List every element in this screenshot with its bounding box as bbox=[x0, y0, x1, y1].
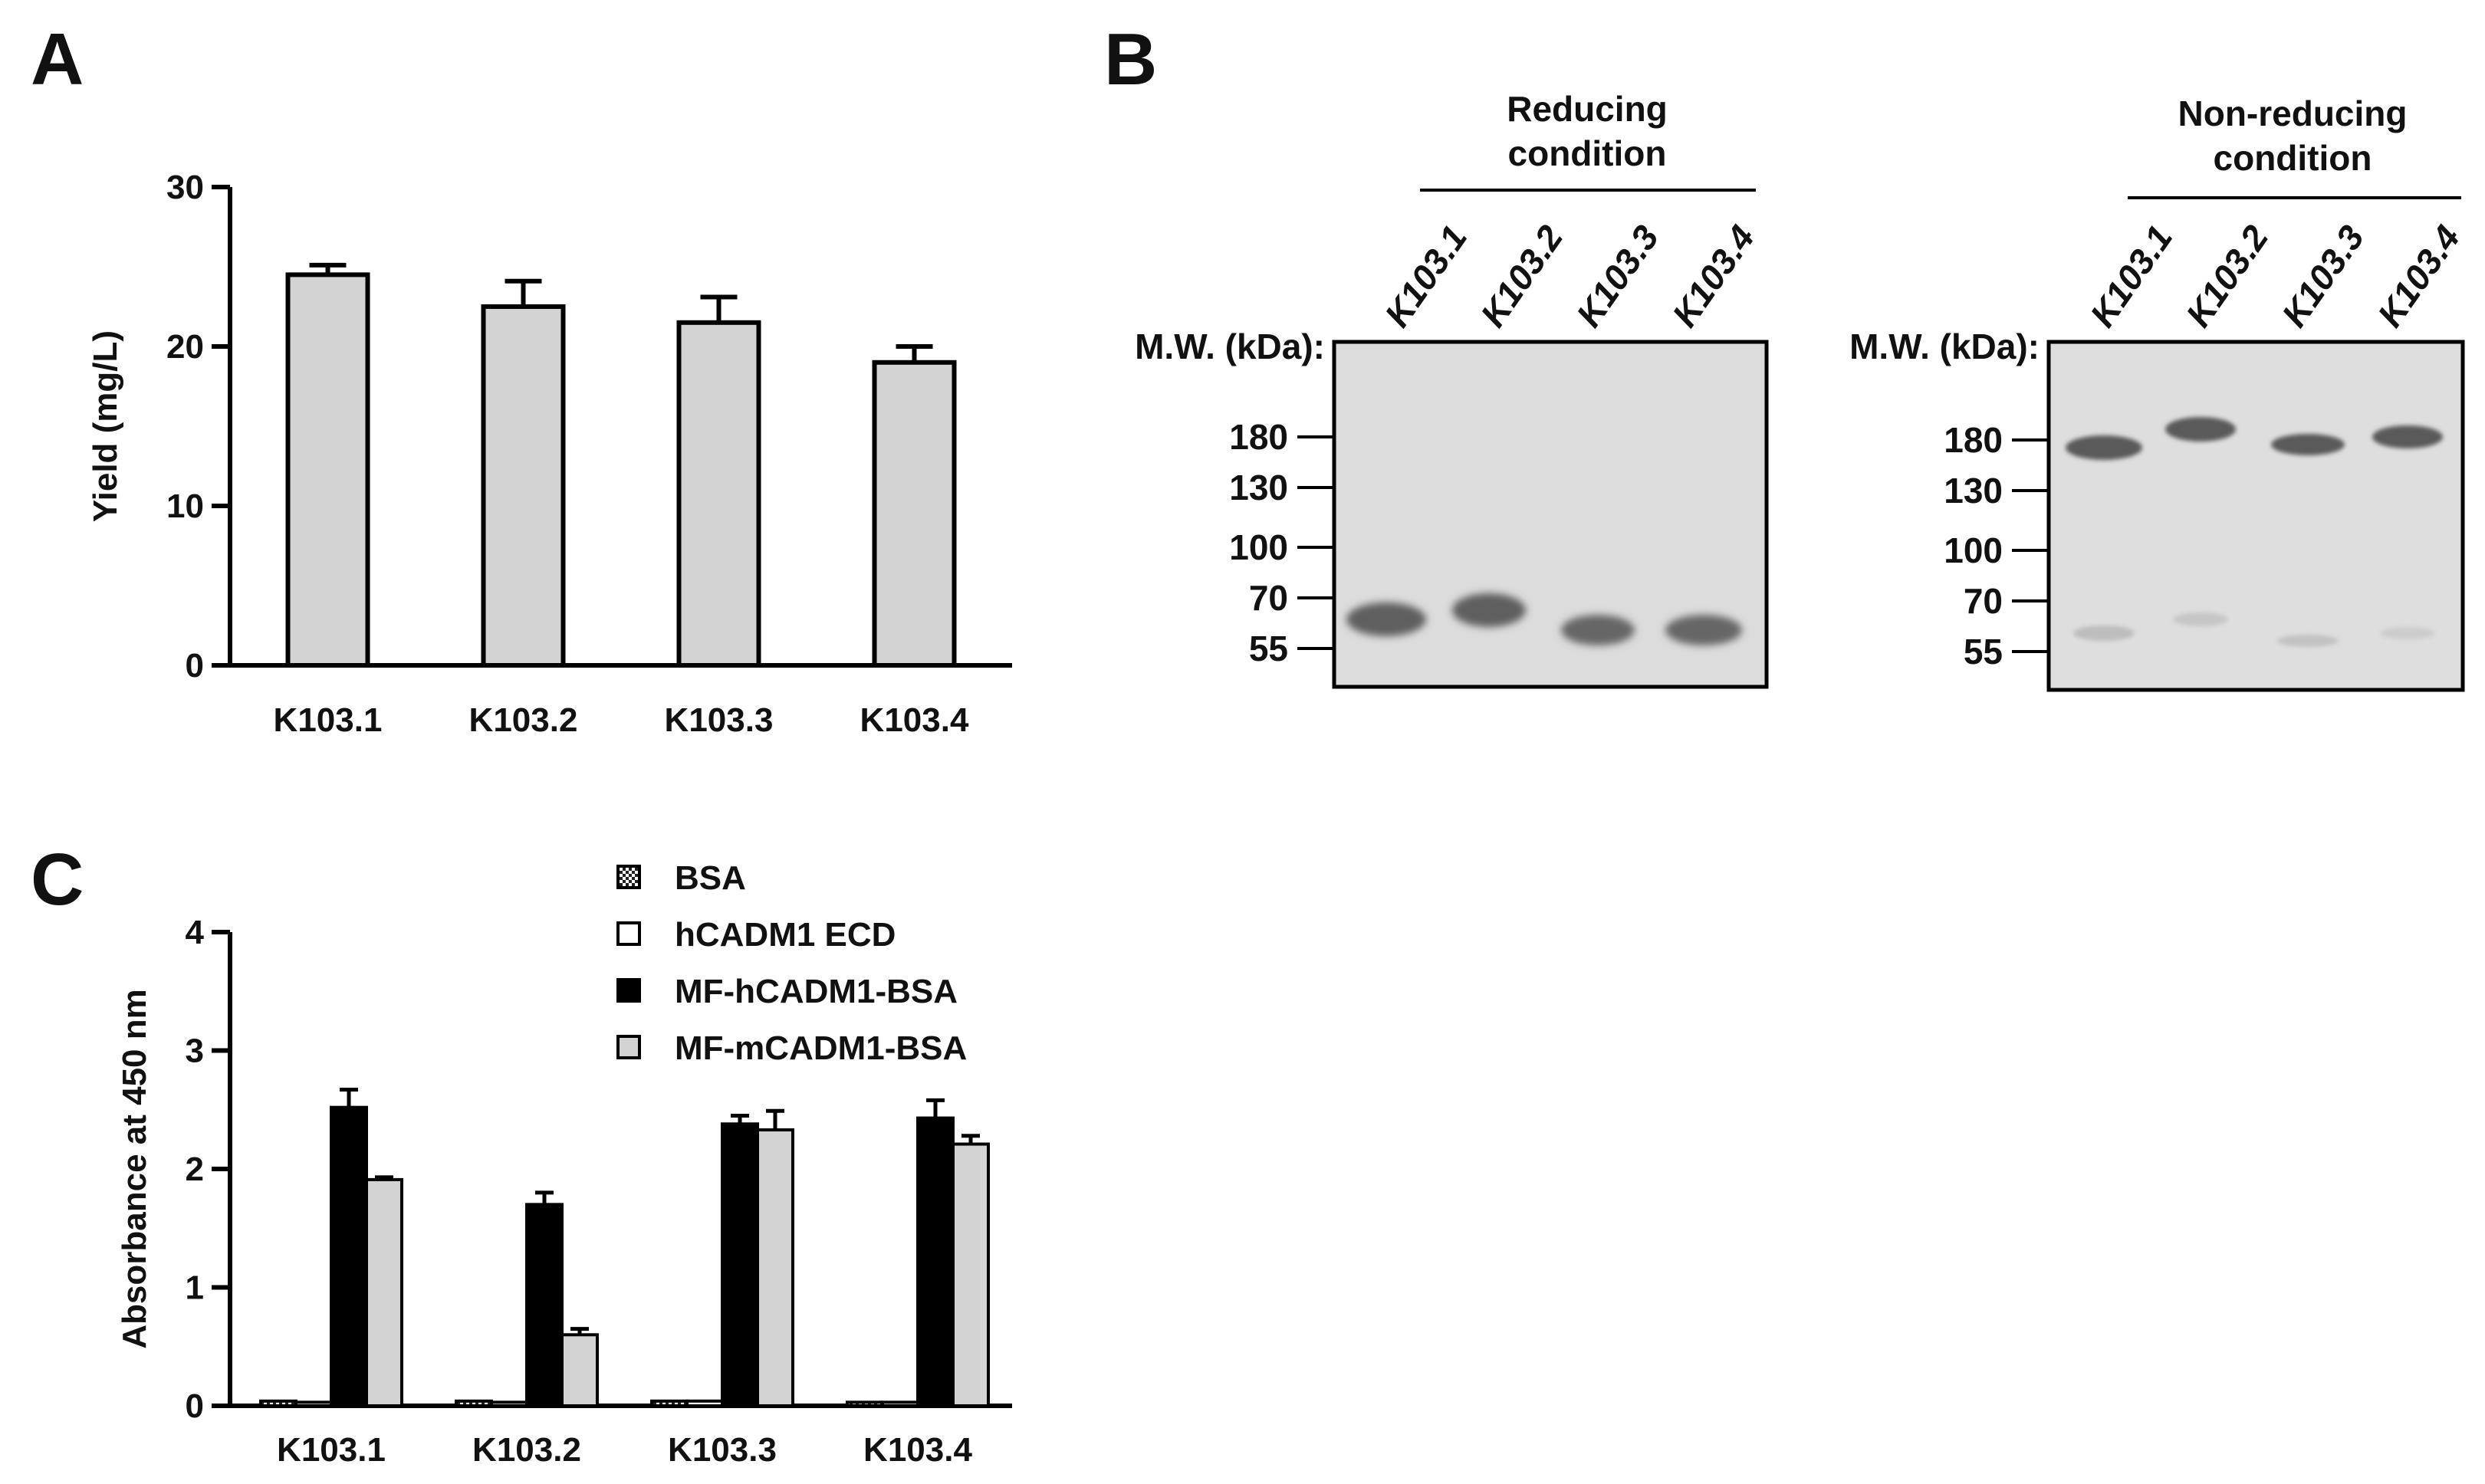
bar bbox=[846, 1400, 884, 1407]
bar bbox=[756, 1128, 794, 1407]
lane-label: K103.1 bbox=[2082, 218, 2181, 333]
gel-band bbox=[1665, 615, 1742, 645]
bar bbox=[365, 1177, 403, 1408]
chart-a-yield: 0 10 20 30 Yield (mg/L) K103.1 K103.2 K103.3 K10… bbox=[87, 169, 1012, 739]
x-tick-label: K103.3 bbox=[665, 701, 774, 739]
x-tick-label: K103.1 bbox=[274, 701, 383, 739]
y-axis-title: Yield (mg/L) bbox=[87, 330, 124, 522]
bar bbox=[330, 1105, 368, 1408]
gel-band bbox=[2066, 435, 2142, 460]
legend-swatch bbox=[616, 921, 641, 946]
legend-swatch bbox=[616, 1035, 641, 1059]
y-tick-label: 2 bbox=[186, 1151, 204, 1188]
bar bbox=[285, 272, 370, 668]
lane-label: K103.4 bbox=[1665, 218, 1763, 333]
bar bbox=[490, 1400, 528, 1407]
bar bbox=[721, 1122, 759, 1408]
mw-marker-55: 55 bbox=[1249, 629, 1288, 668]
lane-label: K103.3 bbox=[2274, 218, 2372, 334]
panel-label-b: B bbox=[1104, 18, 1157, 100]
bar bbox=[650, 1399, 689, 1407]
gel-band-faint bbox=[2277, 635, 2339, 647]
y-tick-label: 20 bbox=[166, 328, 204, 366]
gel-band bbox=[2165, 417, 2236, 442]
y-tick-label: 30 bbox=[166, 169, 204, 206]
bar bbox=[259, 1399, 297, 1407]
mw-title: M.W. (kDa): bbox=[1135, 327, 1325, 366]
mw-marker-180: 180 bbox=[1229, 417, 1288, 457]
mw-marker-180: 180 bbox=[1944, 420, 2003, 460]
bar bbox=[952, 1142, 990, 1408]
lane-label: K103.2 bbox=[2178, 218, 2276, 334]
gel-band bbox=[2372, 425, 2443, 448]
mw-marker-55: 55 bbox=[1964, 632, 2003, 671]
bar bbox=[881, 1400, 919, 1407]
gel-band-faint bbox=[2073, 625, 2135, 641]
gel-band bbox=[1561, 615, 1635, 645]
bar bbox=[676, 320, 761, 668]
condition-label-line2: condition bbox=[1508, 133, 1667, 173]
legend-label: MF-mCADM1-BSA bbox=[675, 1029, 967, 1067]
gel-band-faint bbox=[2380, 627, 2435, 639]
x-tick-label: K103.2 bbox=[469, 701, 578, 739]
legend-label: BSA bbox=[675, 859, 746, 897]
lane-label: K103.4 bbox=[2370, 218, 2468, 333]
mw-marker-100: 100 bbox=[1229, 527, 1288, 567]
gel-band-faint bbox=[2173, 612, 2228, 626]
gel-reducing: Reducing condition K103.1 K103.2 K103.3 … bbox=[1135, 89, 1769, 689]
gel-band bbox=[1346, 602, 1426, 636]
lane-label: K103.3 bbox=[1569, 218, 1667, 334]
bar bbox=[685, 1399, 724, 1407]
mw-title: M.W. (kDa): bbox=[1849, 327, 2040, 366]
condition-label-line1: Reducing bbox=[1507, 89, 1668, 129]
chart-c-absorbance: 0 1 2 3 4 Absorbance at 450 nm K103.1 K103.2 K10… bbox=[116, 859, 1012, 1469]
bar bbox=[525, 1203, 564, 1407]
y-tick-label: 1 bbox=[186, 1269, 204, 1307]
legend-swatch bbox=[616, 865, 641, 889]
x-tick-label: K103.3 bbox=[668, 1431, 777, 1469]
y-tick-label: 4 bbox=[186, 914, 205, 951]
mw-marker-100: 100 bbox=[1944, 530, 2003, 570]
bar bbox=[916, 1116, 955, 1407]
mw-marker-130: 130 bbox=[1944, 471, 2003, 511]
gel-band bbox=[1452, 593, 1526, 627]
panel-label-a: A bbox=[31, 18, 84, 100]
gel-non-reducing: Non-reducing condition K103.1 K103.2 K10… bbox=[1849, 94, 2468, 692]
condition-label-line2: condition bbox=[2214, 138, 2372, 178]
x-tick-label: K103.1 bbox=[277, 1431, 386, 1469]
condition-label-line1: Non-reducing bbox=[2178, 94, 2408, 133]
y-tick-label: 0 bbox=[186, 1387, 204, 1425]
lane-label: K103.2 bbox=[1473, 218, 1571, 334]
bar bbox=[481, 304, 566, 668]
y-tick-label: 10 bbox=[166, 488, 204, 525]
mw-marker-70: 70 bbox=[1249, 578, 1288, 618]
x-tick-label: K103.2 bbox=[472, 1431, 581, 1469]
gel-band bbox=[2271, 434, 2345, 455]
x-tick-label: K103.4 bbox=[860, 701, 969, 739]
bar bbox=[294, 1400, 333, 1407]
legend-label: hCADM1 ECD bbox=[675, 916, 896, 954]
bar bbox=[560, 1333, 599, 1408]
panel-label-c: C bbox=[31, 839, 84, 921]
mw-marker-70: 70 bbox=[1964, 581, 2003, 621]
legend-label: MF-hCADM1-BSA bbox=[675, 973, 958, 1010]
mw-marker-130: 130 bbox=[1229, 468, 1288, 507]
bar bbox=[455, 1399, 493, 1407]
y-tick-label: 0 bbox=[186, 647, 204, 685]
bar bbox=[872, 360, 957, 668]
lane-label: K103.1 bbox=[1377, 218, 1475, 333]
y-tick-label: 3 bbox=[186, 1033, 204, 1070]
legend-swatch bbox=[616, 978, 641, 1003]
y-axis-title: Absorbance at 450 nm bbox=[116, 989, 153, 1349]
x-tick-label: K103.4 bbox=[863, 1431, 972, 1469]
